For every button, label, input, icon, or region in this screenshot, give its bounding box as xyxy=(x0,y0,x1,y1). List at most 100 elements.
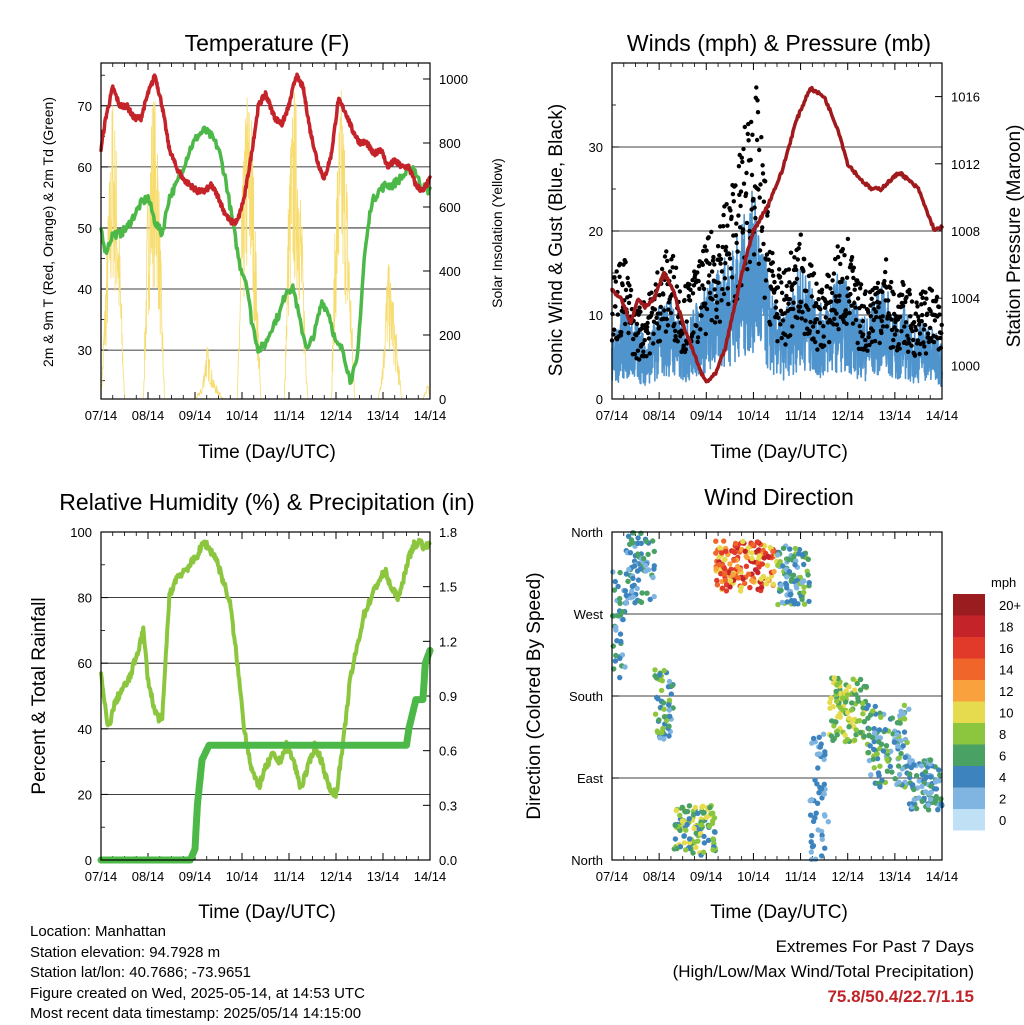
gust-point xyxy=(858,286,863,291)
direction-point xyxy=(842,732,848,738)
gust-point xyxy=(909,299,915,304)
direction-point xyxy=(815,765,821,771)
legend-label: 6 xyxy=(999,749,1006,764)
gust-point xyxy=(925,311,930,316)
gust-point xyxy=(863,338,868,343)
x-tick-label: 10/14 xyxy=(226,408,259,423)
winds-ylabel-left: Sonic Wind & Gust (Blue, Black) xyxy=(546,104,567,376)
gust-point xyxy=(939,330,944,336)
direction-point xyxy=(740,576,746,582)
direction-point xyxy=(695,838,701,844)
direction-point xyxy=(638,599,645,605)
gust-point xyxy=(766,257,771,262)
direction-point xyxy=(721,538,727,544)
direction-point xyxy=(711,815,718,821)
gust-point xyxy=(797,304,803,309)
x-tick-label: 08/14 xyxy=(643,869,676,884)
gust-point xyxy=(740,159,745,165)
gust-point xyxy=(662,308,667,313)
plot-border xyxy=(100,62,431,400)
direction-point xyxy=(630,575,636,582)
gust-point xyxy=(730,191,736,197)
temperature-line xyxy=(99,72,432,226)
gust-point xyxy=(706,280,711,285)
gust-point xyxy=(709,318,714,323)
temperature-plot: 07/14 08/14 09/14 10/14 11/14 12/14 13/14 14/14… xyxy=(78,62,468,423)
gust-point xyxy=(645,330,651,336)
gust-point xyxy=(706,235,711,240)
x-tick-label: 07/14 xyxy=(85,408,118,423)
direction-point xyxy=(807,812,814,818)
direction-point xyxy=(775,552,781,558)
direction-point xyxy=(866,726,872,732)
direction-point xyxy=(898,708,904,714)
plot-border xyxy=(611,62,943,400)
gust-point xyxy=(836,298,842,303)
direction-point xyxy=(658,687,665,694)
direction-point xyxy=(775,562,781,569)
gust-point xyxy=(842,253,847,258)
direction-point xyxy=(868,772,874,778)
legend-swatch xyxy=(953,680,985,702)
gust-point xyxy=(828,299,834,304)
gust-point xyxy=(738,189,744,194)
gust-point xyxy=(786,301,791,306)
gust-point xyxy=(731,199,736,204)
temperature-ylabel-left: 2m & 9m T (Red, Orange) & 2m Td (Green) xyxy=(40,97,56,367)
gust-point xyxy=(723,261,728,266)
speed-legend: 20+ 18 16 14 12 10 8 6 4 2 0 xyxy=(953,594,1021,831)
direction-point xyxy=(852,737,858,743)
gust-point xyxy=(880,324,886,329)
gust-point xyxy=(865,348,870,353)
direction-point xyxy=(849,700,855,706)
gust-point xyxy=(936,304,942,310)
gust-point xyxy=(751,196,756,202)
gust-point xyxy=(757,248,763,253)
direction-point xyxy=(668,691,674,697)
direction-point xyxy=(699,822,705,828)
y2-tick-label: 0.9 xyxy=(439,689,457,704)
direction-point xyxy=(731,557,737,563)
direction-point xyxy=(884,756,890,762)
gust-point xyxy=(635,348,641,353)
gust-point xyxy=(868,314,873,319)
direction-point xyxy=(894,731,900,738)
direction-point xyxy=(681,833,687,839)
direction-point xyxy=(686,836,693,842)
direction-point xyxy=(916,795,922,801)
y-tick-label: 60 xyxy=(78,160,92,175)
gust-point xyxy=(728,208,733,213)
sonic-wind-line xyxy=(611,190,943,387)
direction-point xyxy=(686,816,692,822)
direction-point xyxy=(857,729,864,736)
gust-point xyxy=(707,290,713,296)
gust-point xyxy=(861,332,866,337)
direction-point xyxy=(844,692,851,698)
gust-point xyxy=(799,316,804,321)
gust-point xyxy=(929,288,935,293)
x-tick-label: 12/14 xyxy=(831,408,864,423)
gust-point xyxy=(846,286,851,291)
direction-point xyxy=(809,832,815,839)
direction-point xyxy=(620,616,626,623)
x-tick-label: 08/14 xyxy=(643,408,676,423)
gust-point xyxy=(843,308,848,313)
direction-point xyxy=(901,702,908,708)
gust-point xyxy=(817,320,823,325)
direction-point xyxy=(666,723,672,729)
y-tick-label: 40 xyxy=(78,282,92,297)
gust-point xyxy=(651,341,656,346)
x-tick-label: 14/14 xyxy=(926,408,959,423)
gust-point xyxy=(654,321,660,326)
direction-point xyxy=(825,819,831,825)
gust-point xyxy=(687,282,692,287)
gust-point xyxy=(802,257,807,262)
gust-point xyxy=(628,293,633,299)
direction-point xyxy=(749,555,755,562)
gust-point xyxy=(844,311,849,317)
gust-point xyxy=(695,270,700,275)
gust-point xyxy=(721,291,727,297)
direction-point xyxy=(710,836,716,842)
y2-tick-label: 1.8 xyxy=(439,525,457,540)
gust-point xyxy=(623,321,628,327)
